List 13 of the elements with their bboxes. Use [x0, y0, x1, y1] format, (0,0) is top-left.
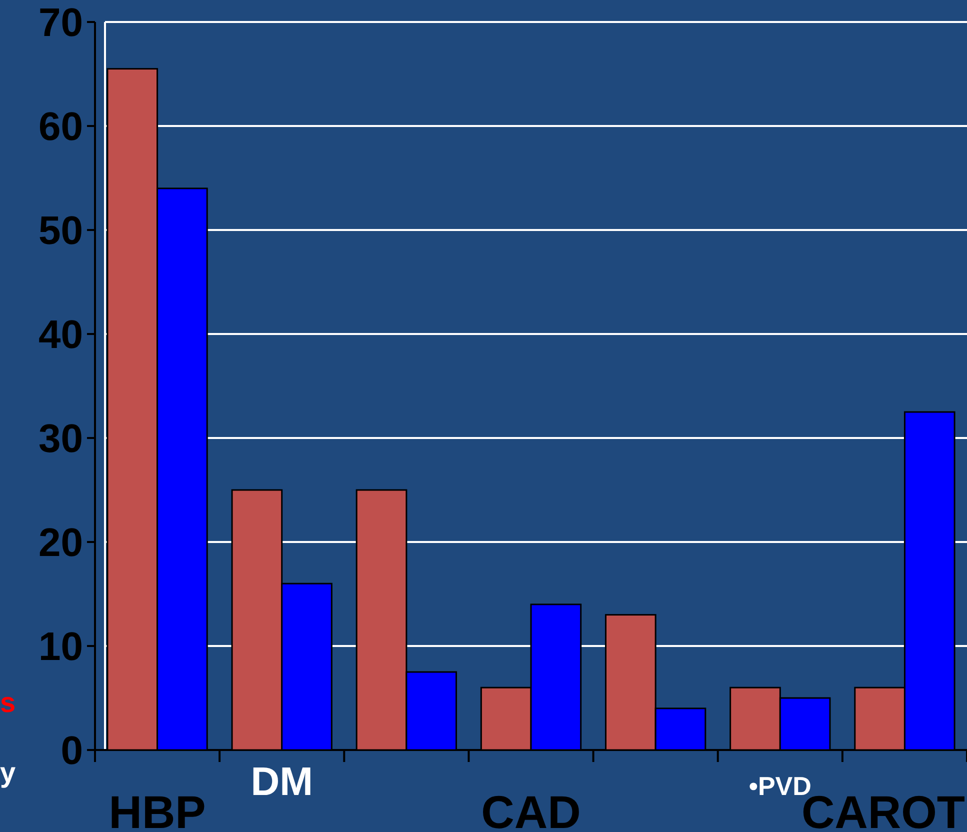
text: y: [0, 757, 16, 788]
x-tick-label: DM: [250, 760, 313, 804]
x-tick-label: CAD: [481, 786, 581, 832]
y-tick-label: 30: [38, 417, 83, 461]
y-tick-label: 10: [38, 625, 83, 669]
y-tick-label: 60: [38, 105, 83, 149]
y-tick-label: 20: [38, 521, 83, 565]
y-tick-label: 40: [38, 313, 83, 357]
y-tick-label: 0: [60, 729, 83, 773]
y-tick-label: 50: [38, 209, 83, 253]
x-tick-label: HBP: [108, 786, 206, 832]
text: s: [0, 687, 16, 718]
y-tick-label: 70: [38, 1, 83, 45]
